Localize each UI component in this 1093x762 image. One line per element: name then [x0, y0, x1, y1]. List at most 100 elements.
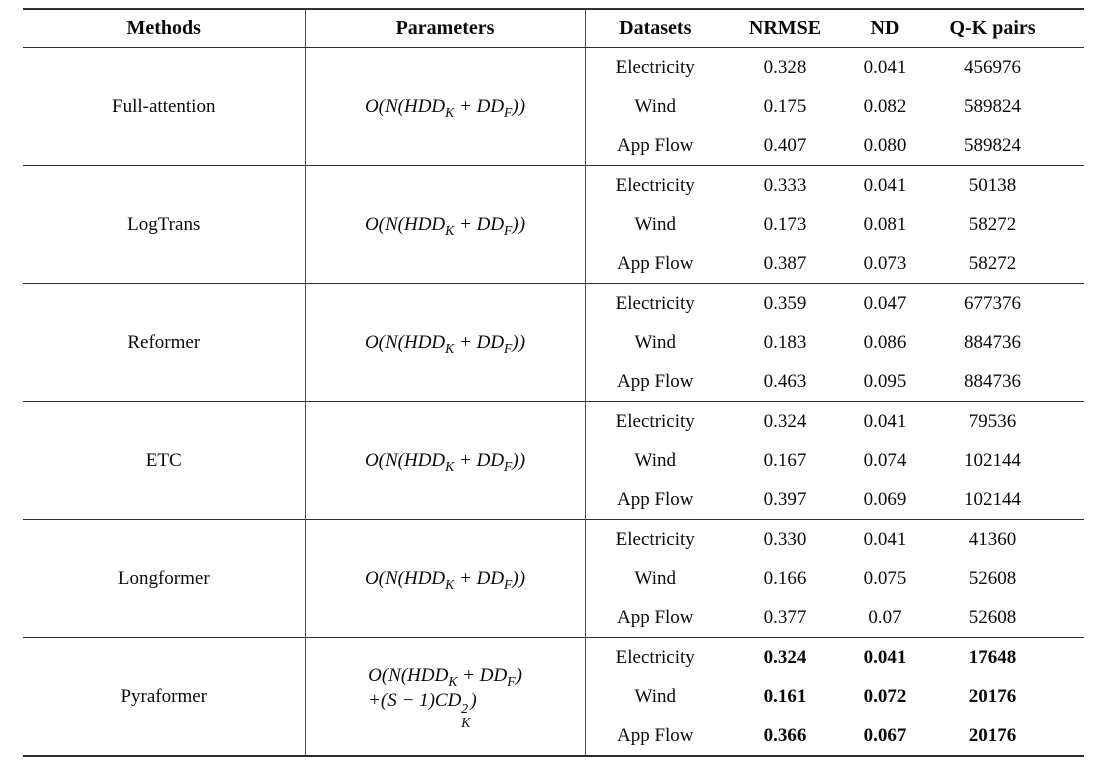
method-name: Pyraformer	[23, 637, 306, 756]
qk-pairs-value: 17648	[968, 646, 1017, 668]
col-header-parameters: Parameters	[305, 9, 586, 48]
results-table: Methods Parameters Datasets NRMSE ND Q-K…	[23, 8, 1084, 757]
table-row: App Flow 0.397 0.069 102144	[23, 480, 1084, 520]
table-row: Longformer O(N(HDDK + DDF)) Electricity …	[23, 519, 1084, 638]
nrmse-value: 0.366	[763, 724, 807, 746]
table-row: Pyraformer O(N(HDDK + DDF) +(S − 1)CD 2 K)…	[23, 637, 1084, 756]
method-name: Reformer	[23, 283, 306, 402]
table-row: Wind 0.161 0.072 20176	[23, 677, 1084, 716]
dataset-name: App Flow	[616, 370, 694, 392]
col-header-methods: Methods	[23, 9, 306, 48]
table-row: ETC O(N(HDDK + DDF)) Electricity 0.324 0…	[23, 401, 1084, 520]
method-block-pyraformer: Pyraformer O(N(HDDK + DDF) +(S − 1)CD 2 K)…	[23, 637, 1084, 756]
qk-pairs-value: 677376	[964, 292, 1021, 314]
nrmse-value: 0.407	[763, 134, 807, 156]
nd-value: 0.07	[868, 606, 902, 628]
nrmse-value: 0.166	[763, 567, 807, 589]
nd-value: 0.041	[863, 528, 907, 550]
qk-pairs-value: 589824	[964, 95, 1021, 117]
formula-line-2: +(S − 1)CD 2 K)	[368, 690, 477, 730]
dataset-name: Wind	[634, 449, 676, 471]
qk-pairs-value: 884736	[964, 370, 1021, 392]
nrmse-value: 0.324	[763, 410, 807, 432]
table-row: LogTrans O(N(HDDK + DDF)) Electricity 0.…	[23, 165, 1084, 284]
method-complexity: O(N(HDDK + DDF))	[305, 519, 586, 638]
complexity-formula: O(N(HDDK + DDF))	[364, 449, 526, 474]
table-row: Wind 0.175 0.082 589824	[23, 87, 1084, 126]
nrmse-value: 0.397	[763, 488, 807, 510]
method-complexity: O(N(HDDK + DDF))	[305, 401, 586, 520]
method-name: Longformer	[23, 519, 306, 638]
nrmse-value: 0.161	[763, 685, 807, 707]
table-header: Methods Parameters Datasets NRMSE ND Q-K…	[23, 9, 1084, 48]
dataset-name: Electricity	[615, 56, 695, 78]
method-name: ETC	[23, 401, 306, 520]
dataset-name: Wind	[634, 331, 676, 353]
table-row: Wind 0.167 0.074 102144	[23, 441, 1084, 480]
dataset-name: App Flow	[616, 606, 694, 628]
complexity-formula: O(N(HDDK + DDF))	[364, 567, 526, 592]
nd-value: 0.041	[863, 174, 907, 196]
method-name: Full-attention	[23, 47, 306, 166]
method-block-etc: ETC O(N(HDDK + DDF)) Electricity 0.324 0…	[23, 401, 1084, 520]
nd-value: 0.047	[863, 292, 907, 314]
col-header-nrmse: NRMSE	[725, 9, 845, 48]
nrmse-value: 0.173	[763, 213, 807, 235]
nd-value: 0.080	[863, 134, 907, 156]
method-block-longformer: Longformer O(N(HDDK + DDF)) Electricity …	[23, 519, 1084, 638]
qk-pairs-value: 52608	[968, 567, 1017, 589]
table-row: Full-attention O(N(HDDK + DDF)) Electric…	[23, 47, 1084, 166]
col-header-nd: ND	[845, 9, 925, 48]
nd-value: 0.041	[863, 56, 907, 78]
nd-value: 0.075	[863, 567, 907, 589]
dataset-name: App Flow	[616, 724, 694, 746]
table-row: Wind 0.183 0.086 884736	[23, 323, 1084, 362]
table-row: App Flow 0.377 0.07 52608	[23, 598, 1084, 638]
dataset-name: App Flow	[616, 134, 694, 156]
complexity-formula: O(N(HDDK + DDF) +(S − 1)CD 2 K)	[368, 663, 522, 731]
table-row: Wind 0.173 0.081 58272	[23, 205, 1084, 244]
dataset-name: Wind	[634, 567, 676, 589]
qk-pairs-value: 589824	[964, 134, 1021, 156]
nd-value: 0.073	[863, 252, 907, 274]
nrmse-value: 0.167	[763, 449, 807, 471]
dataset-name: Wind	[634, 685, 676, 707]
dataset-name: Electricity	[615, 410, 695, 432]
complexity-formula: O(N(HDDK + DDF))	[364, 213, 526, 238]
table-row: App Flow 0.387 0.073 58272	[23, 244, 1084, 284]
method-block-reformer: Reformer O(N(HDDK + DDF)) Electricity 0.…	[23, 283, 1084, 402]
nd-value: 0.074	[863, 449, 907, 471]
qk-pairs-value: 79536	[968, 410, 1017, 432]
complexity-formula: O(N(HDDK + DDF))	[364, 95, 526, 120]
dataset-name: Electricity	[615, 528, 695, 550]
complexity-formula: O(N(HDDK + DDF))	[364, 331, 526, 356]
nd-value: 0.041	[863, 410, 907, 432]
nrmse-value: 0.377	[763, 606, 807, 628]
dataset-name: Wind	[634, 213, 676, 235]
nrmse-value: 0.333	[763, 174, 807, 196]
formula-line-1: O(N(HDDK + DDF)	[368, 664, 522, 689]
method-complexity: O(N(HDDK + DDF))	[305, 165, 586, 284]
table-row: Reformer O(N(HDDK + DDF)) Electricity 0.…	[23, 283, 1084, 402]
nrmse-value: 0.359	[763, 292, 807, 314]
nrmse-value: 0.463	[763, 370, 807, 392]
nrmse-value: 0.330	[763, 528, 807, 550]
nd-value: 0.082	[863, 95, 907, 117]
table-row: Wind 0.166 0.075 52608	[23, 559, 1084, 598]
nd-value: 0.041	[863, 646, 907, 668]
dataset-name: App Flow	[616, 488, 694, 510]
qk-pairs-value: 20176	[968, 724, 1017, 746]
qk-pairs-value: 41360	[968, 528, 1017, 550]
method-complexity: O(N(HDDK + DDF) +(S − 1)CD 2 K)	[305, 637, 586, 756]
qk-pairs-value: 52608	[968, 606, 1017, 628]
table-row: App Flow 0.463 0.095 884736	[23, 362, 1084, 402]
method-complexity: O(N(HDDK + DDF))	[305, 47, 586, 166]
dataset-name: App Flow	[616, 252, 694, 274]
nd-value: 0.072	[863, 685, 907, 707]
nd-value: 0.069	[863, 488, 907, 510]
dataset-name: Electricity	[615, 646, 695, 668]
dataset-name: Electricity	[615, 292, 695, 314]
nrmse-value: 0.387	[763, 252, 807, 274]
qk-pairs-value: 102144	[964, 488, 1021, 510]
